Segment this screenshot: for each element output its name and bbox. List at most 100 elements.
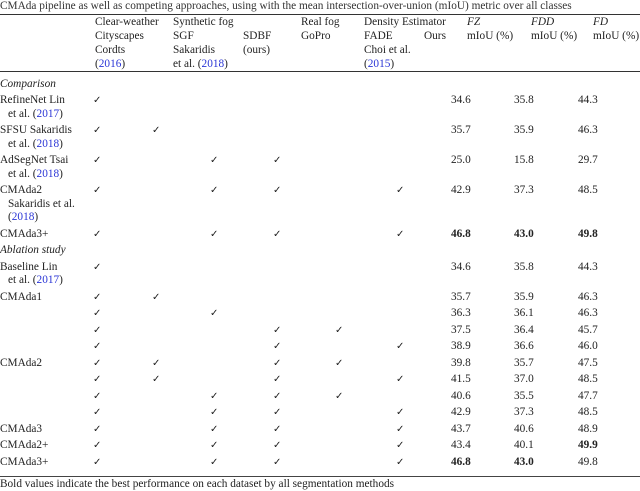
check-cell xyxy=(320,421,384,438)
check-cell: ✓ xyxy=(384,405,448,422)
miou-value: 47.7 xyxy=(576,388,640,405)
header-rule xyxy=(0,71,640,72)
citation-link[interactable]: 2017 xyxy=(36,274,60,286)
check-icon: ✓ xyxy=(396,228,405,240)
miou-value: 49.8 xyxy=(576,226,640,243)
text-line: Cordts xyxy=(95,43,159,57)
text: et al. ( xyxy=(8,167,37,180)
text: ) xyxy=(59,137,63,150)
check-cell: ✓ xyxy=(192,454,256,471)
check-cell xyxy=(384,93,448,123)
check-icon: ✓ xyxy=(93,155,102,166)
method-name xyxy=(0,405,64,422)
text-line: Ours xyxy=(424,29,446,43)
value: 35.9 xyxy=(514,290,534,303)
check-cell: ✓ xyxy=(64,388,128,405)
check-cell xyxy=(128,421,192,438)
text: CMAda3 xyxy=(0,422,43,435)
table-row: AdSegNet Tsai et al. (2018) ✓ ✓ ✓ 25.0 15.8 29.… xyxy=(0,153,640,183)
value: 35.7 xyxy=(451,290,471,303)
check-cell xyxy=(384,306,448,323)
text-line: FADE xyxy=(364,29,446,43)
check-cell xyxy=(384,322,448,339)
value: 48.5 xyxy=(578,373,598,385)
value: 49.8 xyxy=(578,455,598,468)
text: ) xyxy=(390,58,395,70)
miou-value: 46.8 xyxy=(448,226,512,243)
check-cell xyxy=(320,454,384,471)
citation-link[interactable]: 2018 xyxy=(11,211,35,223)
check-icon: ✓ xyxy=(210,456,219,468)
top-rule xyxy=(0,14,640,15)
check-icon: ✓ xyxy=(396,341,405,352)
check-icon: ✓ xyxy=(93,407,102,418)
check-icon: ✓ xyxy=(152,291,161,303)
miou-value: 25.0 xyxy=(448,153,512,183)
value: 36.1 xyxy=(514,307,534,319)
check-cell: ✓ xyxy=(64,405,128,422)
citation-link[interactable]: 2018 xyxy=(36,167,60,180)
check-cell xyxy=(320,183,384,227)
value: 34.6 xyxy=(451,260,471,273)
text-line: mIoU (%) xyxy=(593,29,639,43)
text: ) xyxy=(224,58,228,70)
best-value: 49.8 xyxy=(578,227,598,240)
citation-link[interactable]: 2016 xyxy=(98,58,122,70)
value: 48.5 xyxy=(578,184,598,196)
miou-value: 35.8 xyxy=(512,93,576,123)
check-icon: ✓ xyxy=(273,440,282,451)
results-table: Comparison RefineNet Lin et al. (2017) ✓ 34.… xyxy=(0,76,640,471)
miou-value: 43.0 xyxy=(512,226,576,243)
miou-value: 49.8 xyxy=(576,454,640,471)
text: CMAda2 xyxy=(0,356,43,369)
check-cell xyxy=(320,289,384,306)
check-cell: ✓ xyxy=(256,421,320,438)
check-icon: ✓ xyxy=(152,357,161,369)
citation-link[interactable]: 2017 xyxy=(36,107,60,120)
check-cell xyxy=(256,123,320,153)
value: 37.3 xyxy=(514,184,534,196)
value: 15.8 xyxy=(514,154,534,166)
text-line: CMAda2 xyxy=(0,357,64,371)
check-icon: ✓ xyxy=(335,390,344,402)
section-label: Ablation study xyxy=(0,244,66,256)
miou-value: 48.9 xyxy=(576,421,640,438)
miou-value: 36.6 xyxy=(512,339,576,356)
header-column: FDD mIoU (%) xyxy=(531,15,577,43)
check-icon: ✓ xyxy=(93,324,102,336)
citation-link[interactable]: 2018 xyxy=(201,58,225,70)
check-cell xyxy=(384,153,448,183)
check-icon: ✓ xyxy=(93,185,102,196)
citation-link[interactable]: 2018 xyxy=(36,137,60,150)
text-line: et al. (2018) xyxy=(173,57,234,71)
text-line: mIoU (%) xyxy=(467,29,513,43)
text: ) xyxy=(34,211,39,223)
header-column: Ours xyxy=(424,15,446,43)
text-line: SFSU Sakaridis xyxy=(0,124,72,138)
miou-value: 35.7 xyxy=(448,289,512,306)
header-column: Real fog GoPro xyxy=(301,15,340,43)
best-value: 46.8 xyxy=(451,455,471,468)
text-line: Choi et al. xyxy=(364,43,446,57)
value: 48.9 xyxy=(578,422,598,435)
check-cell xyxy=(256,93,320,123)
text-line: GoPro xyxy=(301,29,340,43)
check-cell xyxy=(320,123,384,153)
text: Sakaridis xyxy=(173,44,216,56)
check-cell xyxy=(384,289,448,306)
text-line: FDD xyxy=(531,15,577,29)
check-cell: ✓ xyxy=(256,372,320,389)
check-cell xyxy=(128,306,192,323)
value: 46.3 xyxy=(578,290,598,303)
text-line: Clear-weather xyxy=(95,15,159,29)
method-name: CMAda3+ xyxy=(0,454,64,471)
text: Synthetic fog xyxy=(173,16,234,28)
table-row: CMAda1 ✓ ✓ 35.7 35.9 46.3 xyxy=(0,289,640,306)
miou-value: 39.8 xyxy=(448,355,512,372)
value: 35.5 xyxy=(514,389,534,402)
miou-value: 48.5 xyxy=(576,405,640,422)
check-cell: ✓ xyxy=(64,421,128,438)
miou-value: 42.9 xyxy=(448,405,512,422)
text: et al. ( xyxy=(8,137,37,150)
citation-link[interactable]: 2015 xyxy=(367,58,391,70)
